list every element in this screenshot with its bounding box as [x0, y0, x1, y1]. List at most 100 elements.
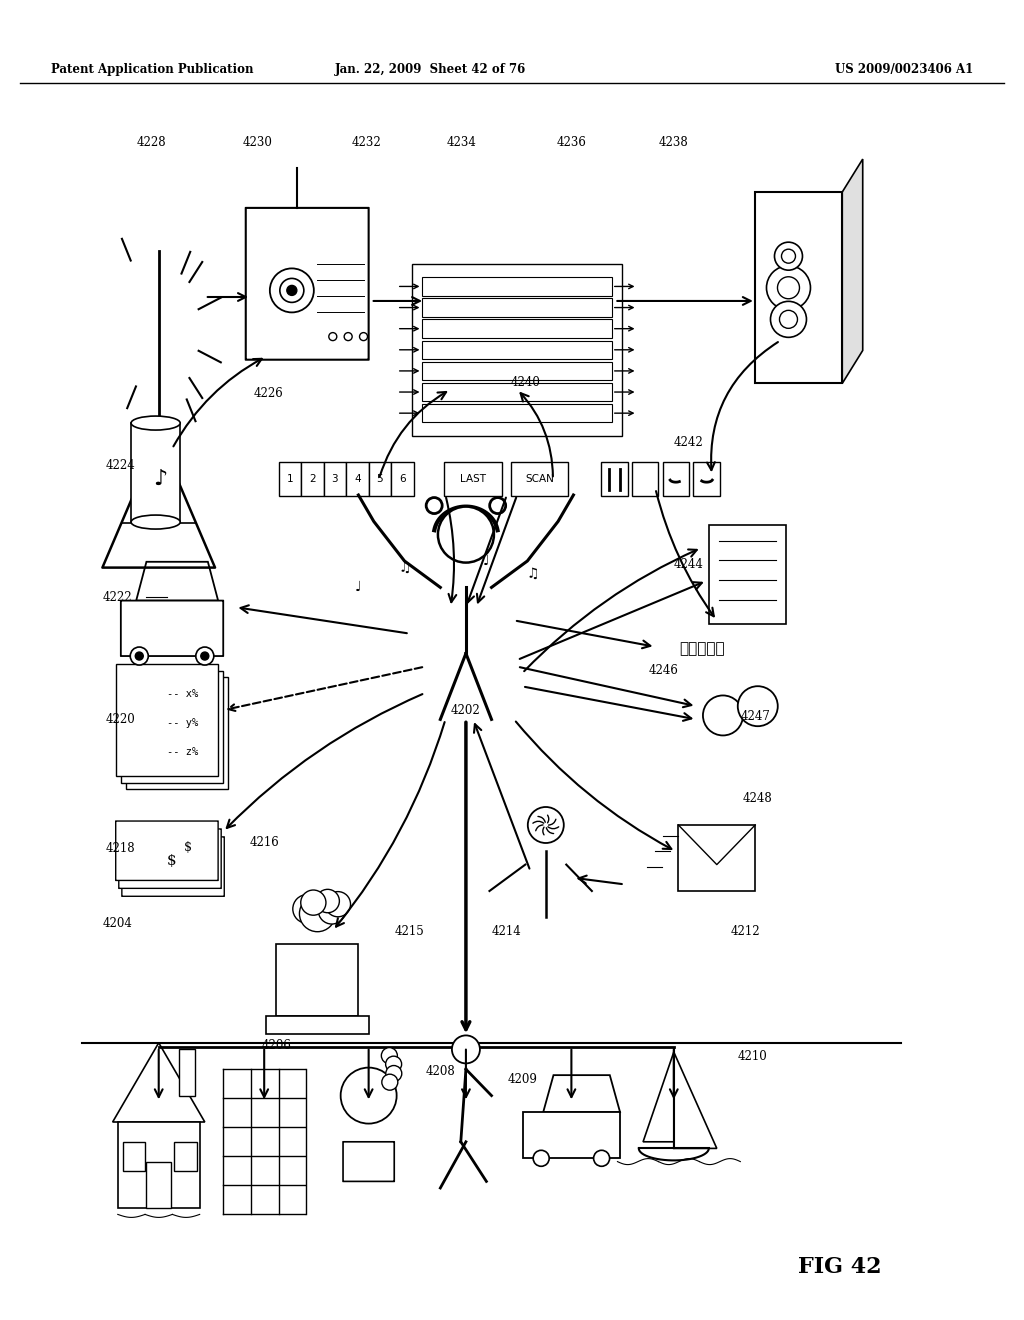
Circle shape	[779, 310, 798, 329]
FancyBboxPatch shape	[343, 1142, 394, 1181]
Bar	[369, 462, 391, 496]
Circle shape	[534, 1150, 549, 1167]
Text: -- z%: -- z%	[167, 747, 199, 758]
Bar	[131, 422, 180, 521]
Text: 4215: 4215	[394, 925, 425, 939]
Text: 4208: 4208	[425, 1065, 456, 1078]
Text: 4242: 4242	[673, 436, 703, 449]
Bar	[422, 277, 611, 296]
Circle shape	[382, 1074, 397, 1090]
Text: 4246: 4246	[648, 664, 679, 677]
Text: 5: 5	[377, 474, 383, 484]
Text: 4202: 4202	[451, 704, 481, 717]
Text: 4228: 4228	[137, 136, 166, 149]
Text: Jan. 22, 2009  Sheet 42 of 76: Jan. 22, 2009 Sheet 42 of 76	[335, 63, 525, 77]
Text: 4214: 4214	[492, 925, 522, 939]
Bar	[412, 264, 622, 436]
Text: ★★★★★: ★★★★★	[680, 643, 725, 656]
Circle shape	[489, 498, 506, 513]
Polygon shape	[639, 469, 653, 490]
Text: ♩: ♩	[355, 581, 361, 594]
Polygon shape	[136, 562, 218, 601]
Polygon shape	[643, 1052, 674, 1142]
Text: US 2009/0023406 A1: US 2009/0023406 A1	[835, 63, 973, 77]
Text: 4: 4	[354, 474, 360, 484]
Circle shape	[316, 890, 339, 912]
Bar	[422, 298, 611, 317]
Ellipse shape	[131, 416, 180, 430]
Bar	[174, 1142, 197, 1171]
Text: 3: 3	[332, 474, 338, 484]
Bar	[123, 1142, 145, 1171]
Bar	[422, 404, 611, 422]
Bar	[444, 462, 502, 496]
Text: FIG 42: FIG 42	[798, 1257, 882, 1278]
Bar	[116, 664, 218, 776]
Text: LAST: LAST	[460, 474, 486, 484]
Circle shape	[386, 1065, 401, 1081]
Bar	[126, 677, 228, 789]
Text: 1: 1	[287, 474, 293, 484]
Circle shape	[381, 1048, 397, 1064]
Bar	[422, 319, 611, 338]
Text: 4212: 4212	[731, 925, 760, 939]
Text: 4220: 4220	[105, 713, 136, 726]
Bar	[146, 1162, 171, 1208]
Bar	[279, 462, 301, 496]
Text: 4226: 4226	[253, 387, 284, 400]
Text: 4224: 4224	[105, 459, 136, 473]
Circle shape	[270, 268, 313, 313]
Circle shape	[196, 647, 214, 665]
Text: ♫: ♫	[398, 561, 411, 574]
Circle shape	[438, 507, 494, 562]
Text: Patent Application Publication: Patent Application Publication	[51, 63, 254, 77]
Text: $: $	[183, 841, 191, 854]
Bar	[693, 462, 720, 496]
Circle shape	[774, 242, 803, 271]
Text: 4209: 4209	[507, 1073, 538, 1086]
Circle shape	[201, 652, 209, 660]
Circle shape	[359, 333, 368, 341]
Bar	[709, 525, 786, 624]
Polygon shape	[842, 158, 862, 383]
Text: ♫: ♫	[526, 568, 539, 581]
Circle shape	[344, 333, 352, 341]
Circle shape	[527, 807, 564, 843]
Circle shape	[301, 890, 326, 915]
Bar	[663, 462, 689, 496]
Text: ♪: ♪	[154, 469, 168, 490]
Circle shape	[781, 249, 796, 263]
Bar	[678, 825, 755, 891]
Bar	[118, 1122, 200, 1208]
Text: 4240: 4240	[510, 376, 541, 389]
Text: 4236: 4236	[556, 136, 587, 149]
Text: 4238: 4238	[658, 136, 689, 149]
Circle shape	[287, 285, 297, 296]
Polygon shape	[674, 1052, 717, 1148]
Text: $: $	[167, 854, 177, 867]
Ellipse shape	[131, 515, 180, 529]
Bar	[422, 362, 611, 380]
Text: 4222: 4222	[103, 591, 132, 605]
Circle shape	[737, 686, 778, 726]
FancyBboxPatch shape	[116, 821, 218, 880]
Text: 4244: 4244	[673, 558, 703, 572]
Text: 4234: 4234	[446, 136, 477, 149]
Circle shape	[767, 265, 810, 310]
Bar	[266, 1016, 369, 1034]
Circle shape	[130, 647, 148, 665]
Text: 4232: 4232	[351, 136, 382, 149]
Polygon shape	[544, 1076, 621, 1113]
Text: 4206: 4206	[261, 1039, 292, 1052]
Circle shape	[341, 1068, 396, 1123]
Circle shape	[293, 895, 322, 924]
Circle shape	[135, 652, 143, 660]
Circle shape	[452, 1035, 480, 1064]
Circle shape	[702, 696, 743, 735]
Circle shape	[426, 498, 442, 513]
FancyBboxPatch shape	[121, 601, 223, 656]
Circle shape	[318, 898, 345, 924]
Circle shape	[299, 896, 336, 932]
Bar	[391, 462, 414, 496]
Circle shape	[770, 301, 807, 338]
